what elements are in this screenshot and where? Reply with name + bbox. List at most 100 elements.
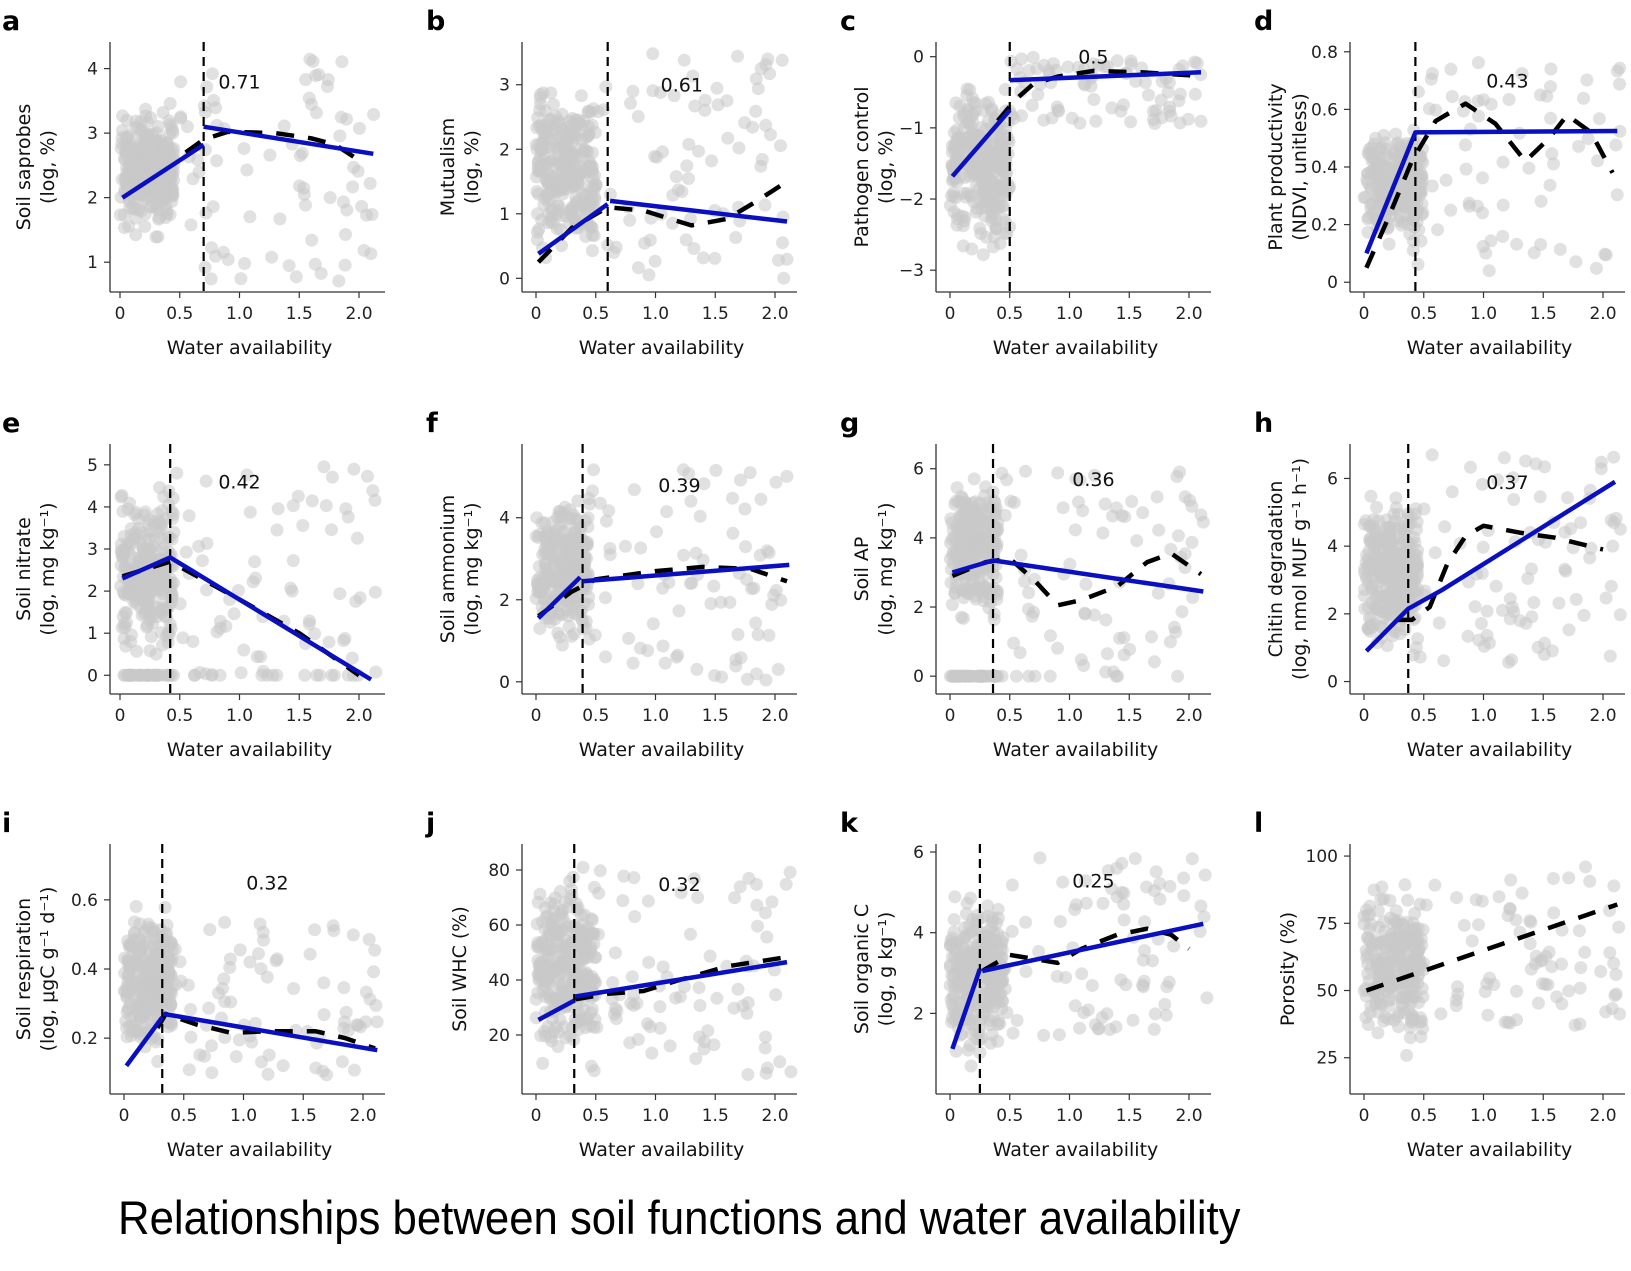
y-tick-label: 0 [87,666,98,686]
data-point [158,900,172,914]
data-point [1025,609,1039,623]
data-point [182,509,196,523]
y-tick-label: 2 [1327,605,1338,625]
y-axis-title: Plant productivity [1265,83,1287,250]
data-point [303,52,317,66]
data-point [556,187,570,201]
data-point [362,933,376,946]
data-point [1361,1018,1375,1031]
data-point [994,148,1008,162]
data-point [237,142,251,155]
data-point [1113,631,1127,645]
data-point [1022,586,1036,600]
x-axis-title: Water availability [993,739,1159,761]
y-tick-label: 80 [488,861,510,881]
x-tick-label: 0.5 [996,1106,1023,1126]
data-point [1411,543,1424,557]
data-point [1375,189,1389,203]
data-point [1510,984,1523,998]
data-point [536,935,550,949]
data-point [780,469,794,483]
y-tick-label: 2 [87,189,98,209]
data-point [1084,79,1098,93]
data-point [1382,1012,1396,1026]
data-point [1568,1018,1582,1032]
data-point [1444,62,1458,76]
data-point [546,569,560,583]
data-point [1061,60,1075,74]
data-point [1068,999,1082,1013]
data-point [1389,904,1403,918]
data-point [1375,998,1389,1012]
y-axis-title: (log, g kg⁻¹) [875,912,897,1027]
data-point [707,1038,721,1052]
data-point [1007,636,1021,650]
data-point [591,927,605,941]
data-point [968,96,982,110]
data-point [1005,878,1019,892]
data-point [1392,1020,1405,1034]
data-point [1105,882,1119,896]
data-point [1073,116,1087,130]
data-point [1193,925,1207,938]
x-tick-label: 1.5 [702,706,729,726]
data-point [1555,957,1568,971]
y-tick-label: 4 [1327,537,1338,557]
data-point [200,583,214,597]
data-point [174,110,188,124]
data-point [588,628,602,642]
panel-c: c 0 0.5 1.0 1.5 2.0 0 −1 −2 −3 Water availability P… [826,0,1234,400]
data-point [1178,547,1192,561]
data-point [1389,491,1403,505]
data-point [1404,957,1418,971]
x-tick-label: 0.5 [1410,304,1437,324]
data-point [1078,874,1092,888]
data-point [1417,502,1431,516]
data-point [1386,968,1400,982]
data-point [243,505,257,519]
data-point [1569,592,1583,606]
data-point [240,163,254,177]
data-point [769,988,783,1002]
y-axis-title: (log, %) [37,130,59,204]
data-point [1001,132,1015,146]
data-point [337,1021,351,1035]
data-point [1393,941,1407,955]
data-point [1594,965,1608,978]
data-point [764,128,777,142]
data-point [533,91,547,105]
panel-h: h 0 0.5 1.0 1.5 2.0 0 2 4 6 Water availability Chit… [1240,402,1631,802]
data-point [682,467,696,481]
data-point [1175,605,1189,619]
data-point [338,258,352,272]
data-point [310,668,324,682]
data-point [1056,501,1070,515]
data-point [168,942,182,956]
data-point [227,607,241,621]
data-point [1194,114,1208,128]
data-point [1545,644,1559,658]
data-point [1544,62,1558,76]
data-point [645,1046,659,1060]
data-point [360,208,374,222]
data-point [173,955,187,969]
x-tick-label: 2.0 [1589,706,1616,726]
data-point [1581,132,1595,146]
data-point [366,484,380,498]
data-point [1410,561,1424,575]
data-point [556,923,570,937]
data-point [276,1059,290,1073]
data-point [134,144,148,158]
data-point [1128,852,1142,865]
data-point [1077,659,1091,672]
y-axis-title: Pathogen control [851,86,873,247]
data-point [777,271,791,285]
data-point [731,628,745,641]
y-tick-label: −1 [899,119,924,139]
panel-letter: a [2,6,21,37]
data-point [339,502,353,516]
data-point [1525,610,1539,624]
data-point [986,240,1000,254]
